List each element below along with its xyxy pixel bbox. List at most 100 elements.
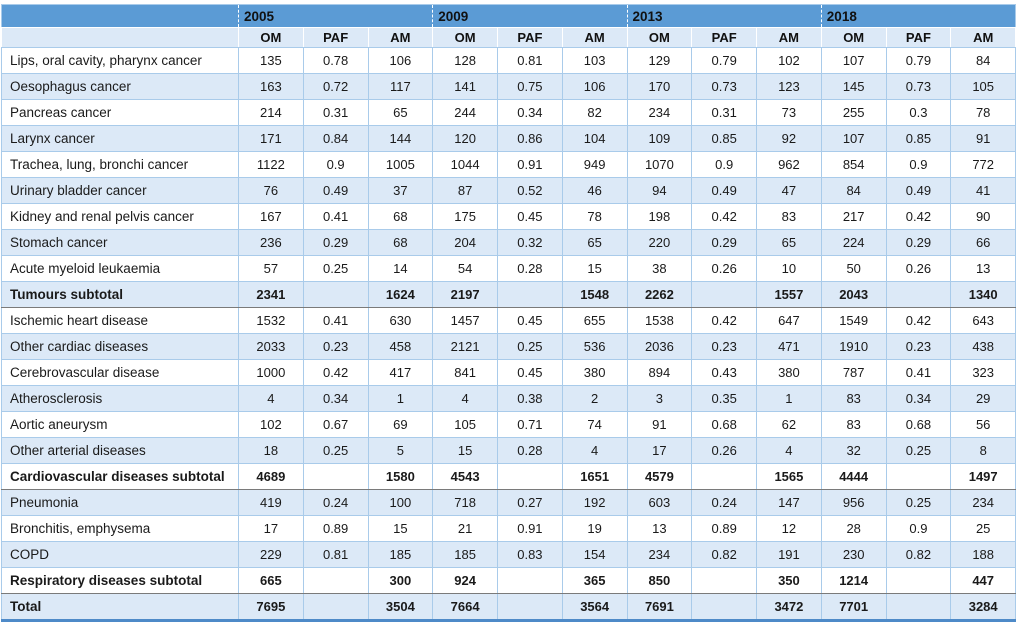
row-label-cell: Tumours subtotal — [1, 281, 239, 308]
value-cell: 46 — [561, 177, 628, 204]
value-cell: 4579 — [626, 463, 693, 490]
value-cell: 62 — [756, 411, 822, 438]
value-cell: 2341 — [238, 281, 304, 308]
value-cell: 83 — [820, 411, 887, 438]
value-cell: 65 — [367, 99, 434, 126]
value-cell: 1557 — [756, 281, 822, 308]
value-cell: 244 — [432, 99, 499, 126]
value-cell: 185 — [367, 541, 434, 568]
value-cell: 56 — [950, 411, 1017, 438]
value-cell: 220 — [626, 229, 693, 256]
value-cell: 2262 — [626, 281, 693, 308]
value-cell: 647 — [756, 307, 822, 334]
year-header-row: 2005 2009 2013 2018 — [1, 4, 1016, 28]
mortality-table: 2005 2009 2013 2018 OM PAF AM OM PAF AM OM PAF AM OM P… — [1, 4, 1017, 622]
value-cell: 0.89 — [302, 515, 369, 542]
value-cell: 0.23 — [691, 333, 758, 360]
value-cell: 170 — [626, 73, 693, 100]
value-cell: 894 — [626, 359, 693, 386]
value-cell: 0.25 — [497, 333, 563, 360]
metric-header-am: AM — [367, 27, 434, 48]
value-cell: 380 — [561, 359, 628, 386]
value-cell: 0.49 — [885, 177, 952, 204]
value-cell: 255 — [820, 99, 887, 126]
value-cell: 0.9 — [691, 151, 758, 178]
metric-header-paf: PAF — [302, 27, 369, 48]
value-cell: 0.34 — [497, 99, 563, 126]
value-cell: 185 — [432, 541, 499, 568]
corner-cell — [1, 4, 239, 28]
value-cell: 1 — [367, 385, 434, 412]
value-cell: 83 — [756, 203, 822, 230]
value-cell: 91 — [626, 411, 693, 438]
value-cell: 3284 — [950, 593, 1017, 621]
metric-header-om: OM — [626, 27, 693, 48]
value-cell: 102 — [238, 411, 304, 438]
value-cell: 949 — [561, 151, 628, 178]
value-cell: 141 — [432, 73, 499, 100]
table-row: COPD 229 0.81 185 185 0.83 154 234 0.82 191 230 0.8… — [1, 541, 1017, 568]
value-cell: 4689 — [238, 463, 304, 490]
value-cell: 962 — [756, 151, 822, 178]
value-cell — [885, 567, 952, 594]
value-cell: 0.24 — [691, 489, 758, 516]
value-cell: 1122 — [238, 151, 304, 178]
value-cell: 1910 — [820, 333, 887, 360]
value-cell: 21 — [432, 515, 499, 542]
value-cell: 117 — [367, 73, 434, 100]
year-header-2018: 2018 — [820, 4, 1016, 28]
table-row: Cardiovascular diseases subtotal 4689 1580… — [1, 463, 1017, 490]
value-cell — [691, 281, 758, 308]
value-cell: 14 — [367, 255, 434, 282]
value-cell: 787 — [820, 359, 887, 386]
value-cell: 234 — [626, 541, 693, 568]
value-cell: 65 — [561, 229, 628, 256]
value-cell: 0.23 — [885, 333, 952, 360]
value-cell: 191 — [756, 541, 822, 568]
value-cell: 419 — [238, 489, 304, 516]
value-cell: 854 — [820, 151, 887, 178]
row-label-cell: Lips, oral cavity, pharynx cancer — [1, 47, 239, 74]
value-cell: 380 — [756, 359, 822, 386]
row-label-cell: Larynx cancer — [1, 125, 239, 152]
value-cell: 643 — [950, 307, 1017, 334]
metric-header-am: AM — [561, 27, 628, 48]
value-cell: 1497 — [950, 463, 1017, 490]
value-cell — [497, 593, 563, 621]
value-cell: 1548 — [561, 281, 628, 308]
table-row: Acute myeloid leukaemia 57 0.25 14 54 0.28 15 3… — [1, 255, 1017, 282]
value-cell: 2 — [561, 385, 628, 412]
value-cell: 630 — [367, 307, 434, 334]
table-row: Lips, oral cavity, pharynx cancer 135 0.78… — [1, 47, 1017, 74]
value-cell: 104 — [561, 125, 628, 152]
row-label-cell: Bronchitis, emphysema — [1, 515, 239, 542]
value-cell: 0.42 — [691, 307, 758, 334]
value-cell: 18 — [238, 437, 304, 464]
value-cell: 7701 — [820, 593, 887, 621]
value-cell: 37 — [367, 177, 434, 204]
metric-header-row: OM PAF AM OM PAF AM OM PAF AM OM PAF AM — [1, 27, 1017, 48]
value-cell: 128 — [432, 47, 499, 74]
row-label-cell: Kidney and renal pelvis cancer — [1, 203, 239, 230]
row-label-cell: Aortic aneurysm — [1, 411, 239, 438]
value-cell: 25 — [950, 515, 1017, 542]
value-cell: 0.45 — [497, 203, 563, 230]
value-cell: 0.91 — [497, 515, 563, 542]
value-cell: 217 — [820, 203, 887, 230]
value-cell: 0.28 — [497, 437, 563, 464]
row-label-cell: Cardiovascular diseases subtotal — [1, 463, 239, 490]
value-cell: 123 — [756, 73, 822, 100]
value-cell: 365 — [561, 567, 628, 594]
value-cell: 103 — [561, 47, 628, 74]
value-cell: 0.86 — [497, 125, 563, 152]
table-row: Ischemic heart disease 1532 0.41 630 1457 0.4… — [1, 307, 1017, 334]
value-cell: 0.27 — [497, 489, 563, 516]
value-cell — [691, 463, 758, 490]
value-cell: 17 — [626, 437, 693, 464]
value-cell: 1549 — [820, 307, 887, 334]
value-cell: 167 — [238, 203, 304, 230]
value-cell: 1565 — [756, 463, 822, 490]
row-label-cell: Trachea, lung, bronchi cancer — [1, 151, 239, 178]
value-cell: 0.42 — [885, 203, 952, 230]
value-cell: 0.28 — [497, 255, 563, 282]
